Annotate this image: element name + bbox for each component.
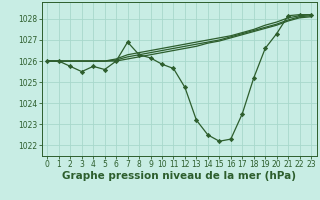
X-axis label: Graphe pression niveau de la mer (hPa): Graphe pression niveau de la mer (hPa) <box>62 171 296 181</box>
